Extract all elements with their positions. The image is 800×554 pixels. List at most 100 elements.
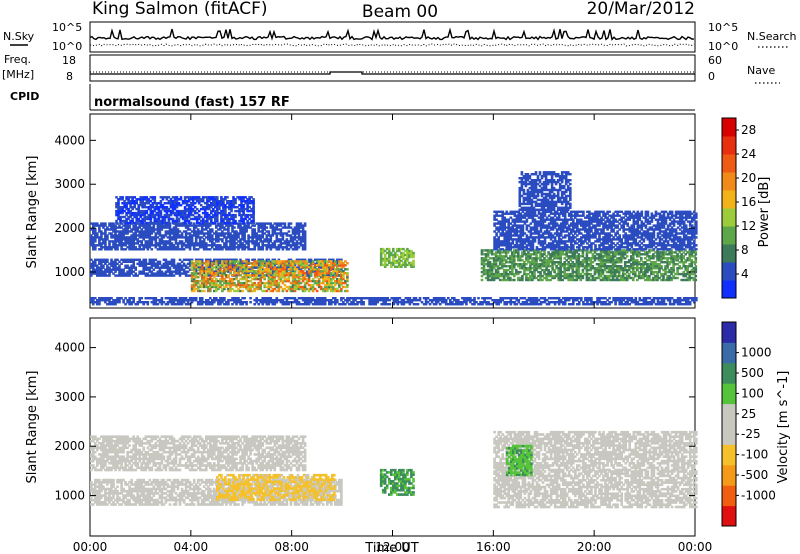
data-cell	[196, 266, 200, 269]
data-cell	[271, 274, 275, 277]
data-cell	[189, 204, 193, 207]
data-cell	[171, 221, 175, 225]
data-cell	[157, 207, 161, 211]
data-cell	[143, 196, 146, 199]
data-cell	[241, 283, 244, 287]
data-cell	[299, 264, 303, 267]
data-cell	[243, 260, 246, 263]
data-cell	[259, 224, 262, 227]
data-cell	[299, 226, 303, 229]
data-cell	[144, 230, 148, 233]
data-cell	[165, 215, 169, 219]
data-cell	[323, 270, 327, 273]
data-cell	[188, 224, 192, 227]
data-cell	[297, 236, 301, 239]
data-cell	[517, 257, 520, 260]
data-cell	[123, 204, 126, 207]
data-cell	[202, 240, 206, 243]
data-cell	[383, 261, 387, 265]
data-cell	[177, 198, 181, 201]
data-cell	[326, 270, 329, 273]
data-cell	[509, 259, 512, 262]
data-cell	[190, 242, 194, 245]
data-cell	[213, 242, 216, 245]
data-cell	[171, 200, 175, 203]
data-cell	[317, 268, 321, 271]
data-cell	[200, 268, 204, 271]
data-cell	[252, 221, 255, 225]
data-cell	[213, 274, 216, 277]
data-cell	[187, 209, 191, 213]
data-cell	[186, 232, 190, 235]
data-cell	[172, 262, 176, 265]
data-cell	[215, 240, 218, 243]
data-cell	[283, 279, 287, 283]
data-cell	[92, 226, 95, 229]
data-cell	[132, 226, 135, 229]
data-cell	[211, 242, 214, 245]
data-cell	[233, 240, 236, 243]
data-cell	[187, 198, 191, 201]
data-cell	[253, 258, 256, 261]
data-cell	[196, 242, 200, 245]
data-cell	[158, 268, 162, 271]
data-cell	[257, 287, 260, 291]
data-cell	[215, 287, 218, 291]
data-cell	[106, 236, 109, 239]
data-cell	[202, 279, 206, 283]
data-cell	[289, 234, 293, 237]
data-cell	[188, 244, 192, 247]
data-cell	[269, 277, 273, 281]
data-cell	[216, 219, 219, 223]
data-cell	[100, 222, 103, 225]
data-cell	[192, 289, 196, 293]
data-cell	[165, 206, 169, 209]
data-cell	[166, 226, 170, 229]
data-cell	[237, 287, 240, 291]
data-cell	[330, 279, 333, 283]
data-cell	[140, 224, 143, 227]
data-cell	[215, 246, 218, 249]
data-cell	[229, 246, 232, 249]
data-cell	[529, 270, 532, 274]
data-cell	[231, 244, 234, 247]
data-cell	[152, 262, 156, 265]
data-cell	[240, 204, 243, 207]
data-cell	[381, 263, 385, 267]
data-cell	[496, 276, 500, 280]
data-cell	[259, 236, 262, 239]
data-cell	[187, 219, 191, 223]
data-cell	[521, 263, 524, 266]
data-cell	[196, 276, 200, 279]
data-cell	[293, 246, 297, 249]
data-cell	[211, 283, 214, 287]
data-cell	[303, 268, 307, 271]
data-cell	[94, 268, 97, 271]
data-cell	[224, 207, 227, 211]
data-cell	[390, 263, 393, 267]
data-cell	[269, 236, 273, 239]
data-cell	[213, 232, 216, 235]
data-cell	[196, 234, 200, 237]
data-cell	[253, 266, 256, 269]
data-cell	[267, 234, 271, 237]
data-cell	[203, 207, 207, 211]
data-cell	[227, 228, 230, 231]
data-cell	[162, 226, 166, 229]
data-cell	[153, 198, 157, 201]
data-cell	[127, 202, 130, 205]
data-cell	[219, 268, 222, 271]
data-cell	[110, 228, 113, 231]
data-cell	[228, 219, 231, 223]
data-cell	[245, 242, 248, 245]
data-cell	[336, 281, 339, 285]
data-cell	[193, 202, 197, 205]
data-cell	[326, 285, 329, 289]
data-cell	[98, 272, 101, 275]
data-cell	[309, 268, 313, 271]
data-cell	[128, 238, 131, 241]
data-cell	[233, 258, 236, 261]
data-cell	[277, 238, 281, 241]
data-cell	[239, 222, 242, 225]
data-cell	[116, 244, 119, 247]
